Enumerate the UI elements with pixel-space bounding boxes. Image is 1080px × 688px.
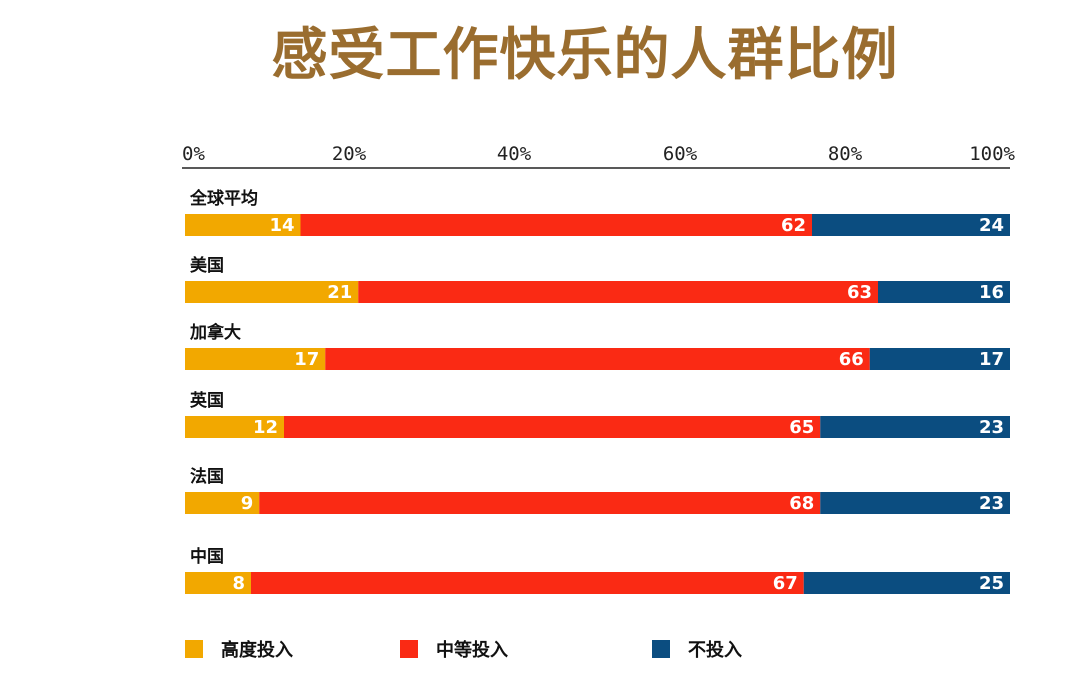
legend-item-none: 不投入	[652, 636, 742, 662]
bar-row: 全球平均 14 62 24	[185, 188, 1010, 236]
data-label: 17	[979, 349, 1004, 370]
bar-segment	[325, 348, 870, 370]
x-tick-label: 100%	[969, 143, 1015, 165]
data-label: 16	[979, 282, 1004, 303]
legend-label-medium: 中等投入	[436, 640, 508, 661]
data-label: 65	[789, 417, 814, 438]
bar-segment	[185, 214, 301, 236]
data-label: 63	[847, 282, 872, 303]
bar-segment	[820, 416, 1010, 438]
bar-segment	[259, 492, 821, 514]
data-label: 62	[781, 215, 806, 236]
bar-segment	[820, 492, 1010, 514]
data-label: 12	[253, 417, 278, 438]
data-label: 9	[241, 493, 254, 514]
bar-row: 英国 12 65 23	[185, 390, 1010, 438]
data-label: 67	[773, 573, 798, 594]
legend-swatch-none	[652, 640, 670, 658]
data-label: 68	[789, 493, 814, 514]
category-label: 英国	[190, 390, 224, 411]
x-tick-label: 60%	[663, 143, 698, 165]
category-label: 美国	[190, 255, 224, 276]
legend-label-none: 不投入	[688, 640, 742, 661]
category-label: 法国	[190, 466, 224, 487]
bar-segment	[185, 348, 326, 370]
chart-title: 感受工作快乐的人群比例	[271, 23, 899, 88]
bar-segment	[185, 492, 260, 514]
data-label: 21	[327, 282, 352, 303]
data-label: 23	[979, 417, 1004, 438]
bars: 全球平均 14 62 24 美国 21 63 16 加拿大 17 66 17 英国 12 65 23 法国 9 68…	[185, 188, 1010, 594]
data-label: 14	[269, 215, 294, 236]
category-label: 中国	[190, 546, 224, 567]
category-label: 全球平均	[189, 188, 258, 209]
bar-segment	[803, 572, 1010, 594]
bar-segment	[300, 214, 812, 236]
bar-segment	[185, 416, 284, 438]
legend-item-medium: 中等投入	[400, 636, 508, 662]
category-label: 加拿大	[189, 322, 241, 343]
x-tick-label: 40%	[497, 143, 532, 165]
legend-item-high: 高度投入	[185, 636, 293, 662]
bar-segment	[185, 572, 251, 594]
bar-segment	[878, 281, 1010, 303]
bar-row: 加拿大 17 66 17	[185, 322, 1010, 370]
bar-segment	[284, 416, 821, 438]
legend-swatch-medium	[400, 640, 418, 658]
data-label: 24	[979, 215, 1004, 236]
data-label: 17	[294, 349, 319, 370]
bar-row: 美国 21 63 16	[185, 255, 1010, 303]
bar-segment	[812, 214, 1010, 236]
data-label: 66	[839, 349, 864, 370]
data-label: 23	[979, 493, 1004, 514]
bar-segment	[358, 281, 878, 303]
data-label: 25	[979, 573, 1004, 594]
legend-swatch-high	[185, 640, 203, 658]
legend-label-high: 高度投入	[221, 640, 293, 661]
bar-segment	[869, 348, 1010, 370]
x-tick-label: 80%	[828, 143, 863, 165]
bar-segment	[251, 572, 804, 594]
bar-row: 法国 9 68 23	[185, 466, 1010, 514]
x-axis: 0% 20% 40% 60% 80% 100%	[182, 143, 1016, 169]
data-label: 8	[232, 573, 245, 594]
x-tick-label: 20%	[332, 143, 367, 165]
bar-segment	[185, 281, 359, 303]
x-tick-label: 0%	[182, 143, 205, 165]
bar-row: 中国 8 67 25	[185, 546, 1010, 594]
